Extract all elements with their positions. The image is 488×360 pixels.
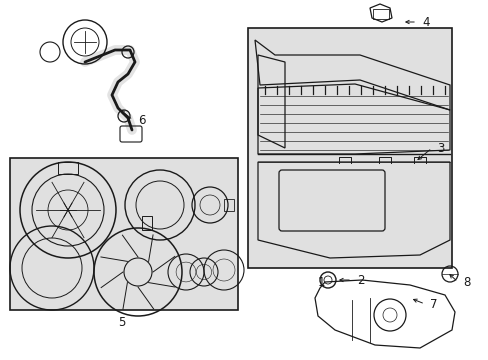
- Bar: [372, 9, 388, 19]
- Text: 4: 4: [421, 15, 428, 28]
- Text: 5: 5: [118, 315, 125, 328]
- Text: 8: 8: [462, 275, 469, 288]
- Text: 3: 3: [436, 141, 444, 154]
- Text: 6: 6: [138, 113, 145, 126]
- Bar: [224, 199, 234, 211]
- Bar: [142, 216, 152, 230]
- Text: 1: 1: [317, 275, 325, 288]
- Bar: [247, 28, 451, 268]
- Text: 7: 7: [429, 297, 437, 310]
- Bar: [10, 158, 238, 310]
- Text: 2: 2: [356, 274, 364, 287]
- Bar: [58, 162, 78, 174]
